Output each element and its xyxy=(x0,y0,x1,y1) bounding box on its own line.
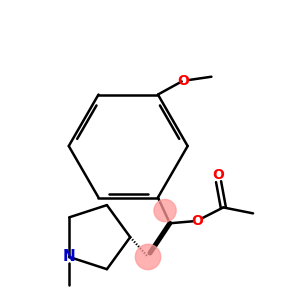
Text: O: O xyxy=(178,74,190,88)
Circle shape xyxy=(154,200,176,222)
Text: O: O xyxy=(192,214,203,228)
Text: O: O xyxy=(213,167,224,182)
Circle shape xyxy=(135,244,161,270)
Text: N: N xyxy=(63,249,76,264)
